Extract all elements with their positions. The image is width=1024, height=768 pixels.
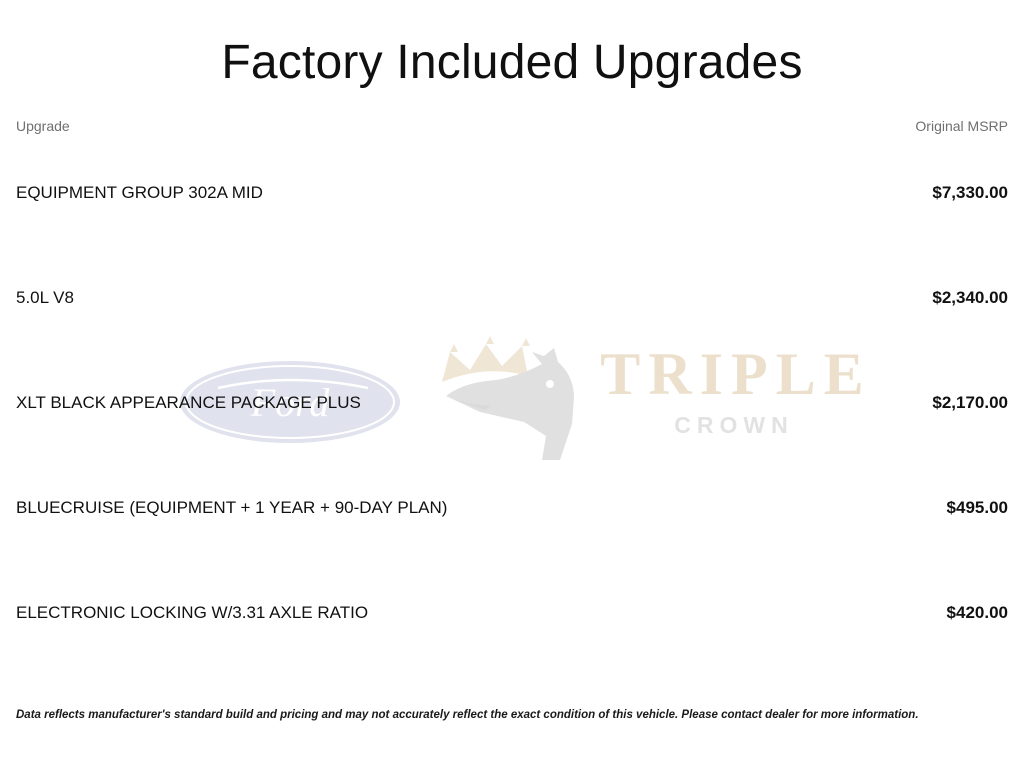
upgrades-table: Upgrade Original MSRP EQUIPMENT GROUP 30… (16, 118, 1008, 665)
table-row: 5.0L V8 $2,340.00 (16, 245, 1008, 350)
table-header: Upgrade Original MSRP (16, 118, 1008, 140)
upgrade-price: $420.00 (946, 602, 1008, 622)
upgrade-name: 5.0L V8 (16, 287, 74, 307)
table-row: BLUECRUISE (EQUIPMENT + 1 YEAR + 90-DAY … (16, 455, 1008, 560)
upgrade-price: $495.00 (946, 497, 1008, 517)
table-row: ELECTRONIC LOCKING W/3.31 AXLE RATIO $42… (16, 560, 1008, 665)
upgrade-price: $2,170.00 (932, 392, 1008, 412)
table-body: EQUIPMENT GROUP 302A MID $7,330.00 5.0L … (16, 140, 1008, 665)
upgrade-name: EQUIPMENT GROUP 302A MID (16, 182, 263, 202)
disclaimer-text: Data reflects manufacturer's standard bu… (16, 709, 919, 721)
upgrade-name: ELECTRONIC LOCKING W/3.31 AXLE RATIO (16, 602, 369, 622)
upgrade-name: BLUECRUISE (EQUIPMENT + 1 YEAR + 90-DAY … (16, 497, 448, 517)
table-row: XLT BLACK APPEARANCE PACKAGE PLUS $2,170… (16, 350, 1008, 455)
column-header-upgrade: Upgrade (16, 118, 70, 135)
column-header-msrp: Original MSRP (915, 118, 1008, 135)
upgrade-name: XLT BLACK APPEARANCE PACKAGE PLUS (16, 392, 361, 412)
page-title: Factory Included Upgrades (221, 36, 803, 89)
upgrade-price: $7,330.00 (932, 182, 1008, 202)
table-header-row: Upgrade Original MSRP (16, 118, 1008, 140)
upgrade-price: $2,340.00 (932, 287, 1008, 307)
table-row: EQUIPMENT GROUP 302A MID $7,330.00 (16, 140, 1008, 245)
